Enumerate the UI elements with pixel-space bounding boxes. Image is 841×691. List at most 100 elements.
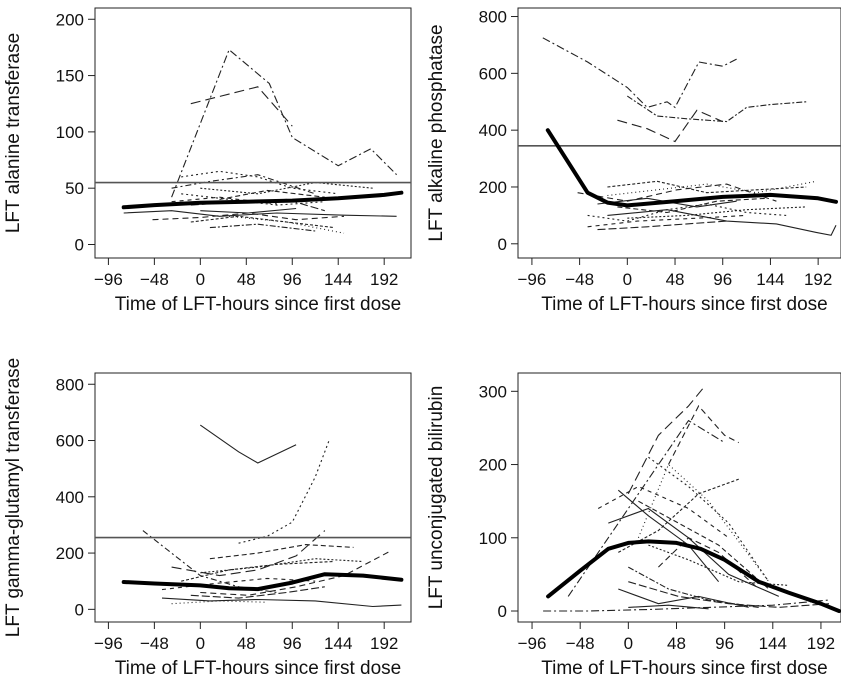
individual-series-line [209,544,354,560]
individual-series-line [542,37,737,109]
plot-frame [94,372,412,623]
y-tick-label: 400 [56,488,84,507]
data-layer [543,387,841,613]
data-layer [518,37,841,236]
individual-series-line [607,209,837,236]
x-tick-label: −96 [94,270,123,289]
individual-series-line [628,604,709,610]
x-tick-label: −96 [518,634,547,653]
summary-trend-line [121,190,404,210]
y-tick-label: 100 [56,123,84,142]
individual-series-line [190,586,325,599]
y-tick-label: 600 [56,432,84,451]
individual-series-line [190,215,335,229]
x-tick-label: 144 [324,270,352,289]
individual-series-line [567,419,725,597]
individual-series-line [597,220,727,231]
plot-frame [517,7,841,259]
individual-series-line [171,174,316,195]
individual-series-line [587,203,787,222]
x-tick-label: −48 [565,270,594,289]
y-tick-label: 0 [75,600,84,619]
x-tick-label: 96 [283,634,302,653]
x-axis-label: Time of LFT-hours since first dose [115,658,402,679]
individual-series-line [199,424,297,464]
y-tick-label: 0 [498,235,507,254]
individual-series-line [587,214,747,228]
individual-series-line [200,181,373,195]
individual-series-line [171,600,268,605]
x-tick-label: 0 [624,634,633,653]
x-axis-label: Time of LFT-hours since first dose [541,658,828,679]
individual-series-line [628,581,830,608]
y-tick-label: 600 [479,64,507,83]
x-tick-label: 144 [324,634,352,653]
individual-series-line [181,170,339,195]
panel-1: 0 50 100 150 200 −96 −48 0 48 96 144 192 Time of LFT… [3,7,412,315]
x-tick-label: 0 [196,270,205,289]
individual-series-line [123,210,397,217]
y-tick-label: 0 [75,235,84,254]
individual-series-line [618,588,749,608]
x-tick-label: −48 [140,270,169,289]
individual-series-line [628,566,759,608]
individual-series-line [229,215,345,234]
individual-series-line [171,48,397,198]
y-tick-label: 200 [56,544,84,563]
y-axis-label: LFT alanine transferase [3,33,24,233]
y-axis-label: LFT unconjugated bilirubin [426,386,447,610]
individual-series-line [171,530,326,577]
individual-series-line [617,109,723,143]
x-tick-label: 48 [237,634,256,653]
x-axis-label: Time of LFT-hours since first dose [541,294,828,315]
individual-series-line [200,549,393,596]
y-tick-label: 200 [56,10,84,29]
y-tick-label: 150 [56,67,84,86]
x-tick-label: 192 [807,634,835,653]
y-tick-label: 50 [65,179,84,198]
y-axis-label: LFT gamma-glutamyl transferase [3,358,24,637]
x-tick-label: −48 [140,634,169,653]
x-tick-label: 144 [756,270,784,289]
summary-trend-line [545,128,838,208]
individual-series-line [626,95,807,123]
x-tick-label: 192 [370,634,398,653]
data-layer [95,48,411,234]
x-tick-label: 192 [370,270,398,289]
x-tick-label: 96 [283,270,302,289]
individual-series-line [171,196,277,205]
individual-series-line [617,489,720,583]
x-tick-label: 0 [196,634,205,653]
y-tick-label: 800 [56,375,84,394]
individual-series-line [543,599,830,612]
individual-series-line [617,197,767,214]
individual-series-line [190,86,293,127]
individual-series-line [161,597,402,608]
plot-frame [94,7,412,259]
x-tick-label: −96 [94,634,123,653]
y-tick-label: 800 [479,8,507,27]
individual-series-line [209,223,316,232]
x-tick-label: −48 [566,634,595,653]
individual-series-line [238,438,331,544]
individual-series-line [668,405,739,465]
data-layer [95,424,411,608]
panel-2: 0 200 400 600 800 −96 −48 0 48 96 144 192 Time of LF… [426,7,841,315]
individual-series-line [638,500,770,590]
x-tick-label: 96 [715,634,734,653]
x-tick-label: 192 [804,270,832,289]
individual-series-line [181,560,335,582]
individual-series-line [648,544,789,586]
individual-series-line [607,180,807,194]
individual-series-line [627,387,705,495]
summary-trend-line [546,539,841,613]
x-tick-label: 144 [759,634,787,653]
individual-series-line [219,189,325,200]
y-tick-label: 200 [479,178,507,197]
individual-series-line [648,456,770,583]
x-axis-label: Time of LFT-hours since first dose [115,294,402,315]
individual-series-line [200,207,297,214]
individual-series-line [142,530,277,594]
x-tick-label: −96 [517,270,546,289]
